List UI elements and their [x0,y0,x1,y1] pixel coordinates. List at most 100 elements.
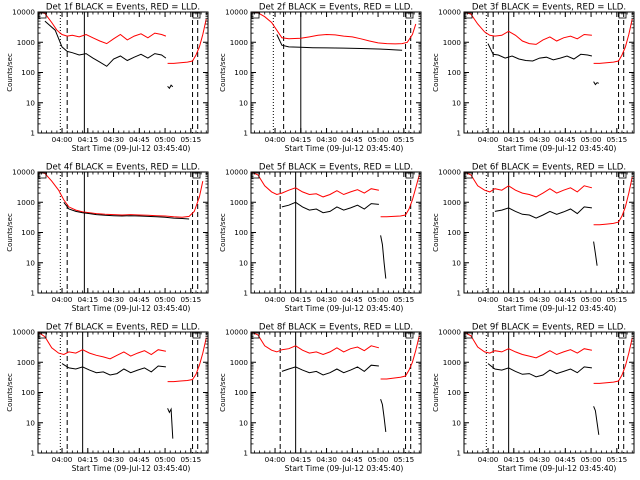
x-tick-label: 04:15 [290,455,311,464]
y-tick-label: 1000 [443,198,462,207]
x-tick-label: 04:30 [316,455,337,464]
plot-area [38,332,207,453]
events-rate-line [44,20,167,67]
y-axis-label: Counts/sec [6,373,14,412]
corner-box-left [38,172,47,179]
plot-area [251,12,417,133]
y-tick-label: 100 [447,228,461,237]
y-axis-label: Counts/sec [6,53,14,92]
y-tick-label: 100 [21,68,35,77]
lld-rate-line [380,335,420,380]
panel-title: Det 5f BLACK = Events, RED = LLD. [259,163,413,173]
lld-rate-line [251,172,379,198]
panel-8: Det 8f BLACK = Events, RED = LLD. Counts/… [219,323,422,473]
x-tick-label: 04:15 [503,295,524,304]
panel-title: Det 7f BLACK = Events, RED = LLD. [46,323,200,333]
x-tick-label: 04:00 [52,295,73,304]
x-tick-label: 05:00 [368,295,389,304]
plot-frame [37,171,209,294]
events-rate-line [281,364,379,376]
y-axis-label: Counts/sec [219,373,227,412]
y-tick-label: 10000 [438,168,461,177]
lld-rate-line [167,337,207,383]
plot-frame [250,331,422,454]
corner-box-right [192,172,201,179]
plot-area [464,172,633,293]
lld-rate-line [464,172,593,198]
lld-rate-line [38,332,167,360]
x-tick-label: 04:15 [77,295,98,304]
corner-box-left [251,172,260,179]
x-tick-label: 04:00 [265,295,286,304]
y-tick-label: 100 [234,228,248,237]
corner-box-right [405,332,414,339]
y-tick-label: 10000 [225,8,248,17]
corner-box-right [192,332,201,339]
y-axis-label: Counts/sec [219,213,227,252]
x-tick-label: 04:15 [77,135,98,144]
x-tick-label: 04:00 [478,295,499,304]
plot-area [251,172,420,293]
corner-box-left [464,172,473,179]
x-tick-label: 05:15 [606,295,627,304]
x-tick-label: 05:00 [368,455,389,464]
x-tick-label: 04:15 [77,455,98,464]
x-tick-label: 05:15 [180,455,201,464]
x-tick-label: 05:15 [180,135,201,144]
y-tick-label: 1 [243,289,248,298]
events-rate-line [380,235,387,279]
y-axis-label: Counts/sec [432,53,440,92]
panel-title: Det 6f BLACK = Events, RED = LLD. [472,163,626,173]
y-tick-label: 10 [452,418,462,427]
panel-title: Det 8f BLACK = Events, RED = LLD. [259,323,413,333]
x-axis-label: Start Time (09-Jul-12 03:45:40) [498,464,617,473]
y-tick-label: 100 [234,388,248,397]
x-axis-label: Start Time (09-Jul-12 03:45:40) [498,144,617,153]
x-tick-label: 05:00 [155,295,176,304]
x-tick-label: 04:45 [342,295,363,304]
x-tick-label: 05:15 [393,135,414,144]
y-tick-label: 10 [26,258,36,267]
plot-frame [250,171,422,294]
panel-title: Det 9f BLACK = Events, RED = LLD. [472,323,626,333]
x-axis-label: Start Time (09-Jul-12 03:45:40) [285,464,404,473]
x-tick-label: 04:00 [478,135,499,144]
x-axis-label: Start Time (09-Jul-12 03:45:40) [72,144,191,153]
x-tick-label: 04:15 [290,295,311,304]
lld-rate-line [251,12,417,45]
corner-box-left [38,12,47,19]
y-tick-label: 10 [239,98,249,107]
corner-box-left [251,332,260,339]
lld-rate-line [593,176,633,226]
events-rate-line [167,407,174,439]
panel-title: Det 3f BLACK = Events, RED = LLD. [472,3,626,13]
x-tick-label: 04:45 [129,295,150,304]
plot-frame [463,11,635,134]
x-tick-label: 04:15 [503,455,524,464]
x-tick-label: 04:45 [342,455,363,464]
x-tick-label: 05:00 [155,455,176,464]
lld-rate-line [251,332,380,356]
x-axis-label: Start Time (09-Jul-12 03:45:40) [285,304,404,313]
x-tick-label: 05:00 [581,455,602,464]
panel-2: Det 2f BLACK = Events, RED = LLD. Counts/… [219,3,422,153]
panel-1: Det 1f BLACK = Events, RED = LLD. Counts/… [6,3,209,153]
y-tick-label: 10 [26,98,36,107]
y-tick-label: 1000 [17,198,36,207]
events-rate-line [593,241,598,266]
x-axis-label: Start Time (09-Jul-12 03:45:40) [498,304,617,313]
y-tick-label: 1000 [443,358,462,367]
x-tick-label: 04:45 [555,455,576,464]
events-rate-line [494,206,592,219]
y-tick-label: 1 [243,129,248,138]
events-rate-line [487,363,592,378]
y-tick-label: 10 [239,418,249,427]
corner-box-right [618,332,627,339]
x-tick-label: 04:00 [265,455,286,464]
x-tick-label: 04:30 [529,135,550,144]
x-tick-label: 04:30 [316,295,337,304]
y-axis-label: Counts/sec [6,213,14,252]
x-tick-label: 04:30 [103,455,124,464]
plot-area [38,172,204,293]
y-tick-label: 1 [456,449,461,458]
